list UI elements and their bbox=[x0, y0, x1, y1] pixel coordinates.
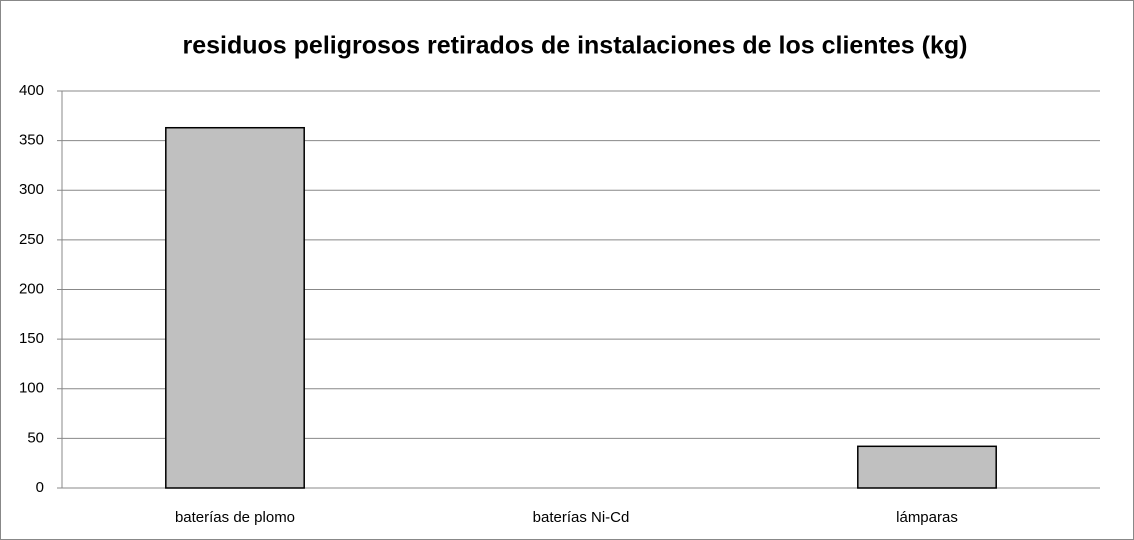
x-tick-label: lámparas bbox=[896, 509, 958, 526]
y-tick-label: 150 bbox=[19, 330, 44, 347]
x-tick-label: baterías de plomo bbox=[175, 509, 295, 526]
y-tick-label: 300 bbox=[19, 181, 44, 198]
y-tick-label: 200 bbox=[19, 280, 44, 297]
y-tick-label: 350 bbox=[19, 132, 44, 149]
y-tick-label: 0 bbox=[36, 479, 44, 496]
x-tick-label: baterías Ni-Cd bbox=[533, 509, 630, 526]
y-tick-label: 100 bbox=[19, 380, 44, 397]
chart-title: residuos peligrosos retirados de instala… bbox=[183, 32, 968, 60]
y-tick-label: 400 bbox=[19, 82, 44, 99]
y-tick-label: 50 bbox=[27, 429, 44, 446]
bar bbox=[165, 126, 305, 489]
y-tick-label: 250 bbox=[19, 231, 44, 248]
bar bbox=[857, 445, 997, 489]
